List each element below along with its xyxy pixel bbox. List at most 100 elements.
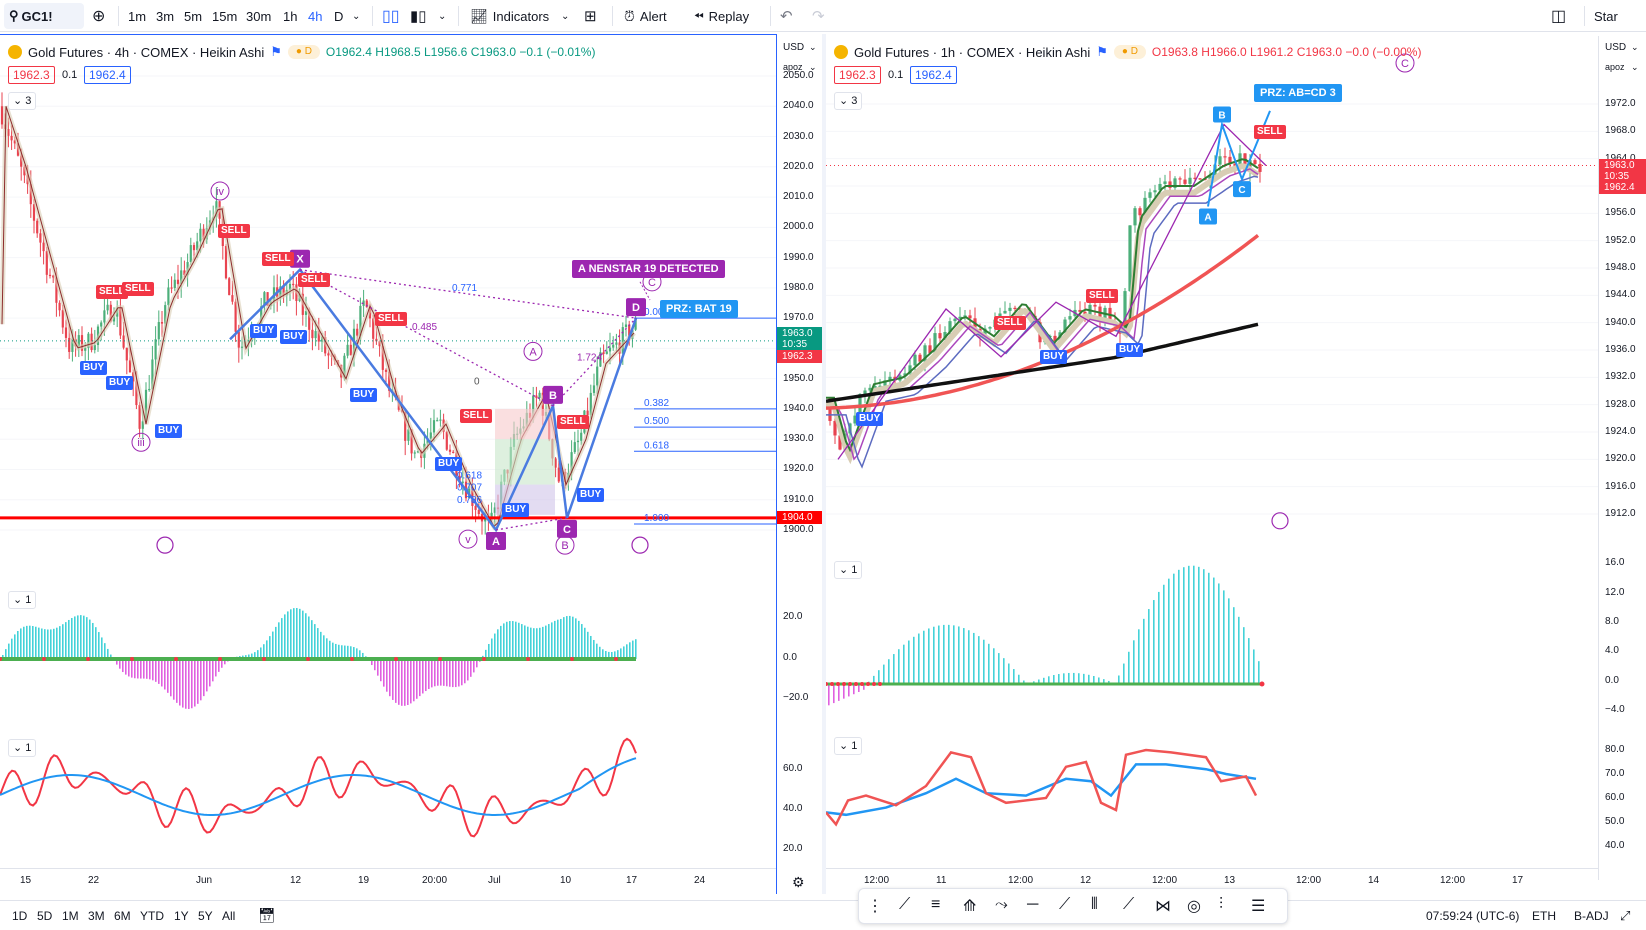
range-button-6m[interactable]: 6M bbox=[114, 901, 131, 930]
pattern-tool-icon[interactable]: ⋈ bbox=[1155, 896, 1171, 916]
range-button-ytd[interactable]: YTD bbox=[140, 901, 164, 930]
left-osc2-collapse[interactable]: ⌄ 1 bbox=[8, 739, 36, 757]
date-range-button[interactable]: 📅︎ bbox=[258, 901, 276, 930]
spiral-tool-icon[interactable]: ◎ bbox=[1187, 896, 1201, 916]
layout-button[interactable]: ◫ bbox=[1551, 0, 1566, 32]
range-button-all[interactable]: All bbox=[222, 901, 235, 930]
right-ask-price[interactable]: 1962.4 bbox=[910, 66, 957, 84]
histogram-bar bbox=[1198, 567, 1200, 684]
right-price-axis[interactable]: USD⌄apoz⌄1972.01968.01964.01960.01956.01… bbox=[1598, 36, 1646, 880]
zero-cross-dot bbox=[262, 657, 266, 661]
timeframe-3m[interactable]: 3m bbox=[156, 0, 174, 32]
adjustment-button[interactable]: B-ADJ bbox=[1574, 901, 1609, 930]
star-button[interactable]: Star bbox=[1594, 0, 1618, 32]
chart-type-button[interactable]: ▮▯ bbox=[410, 0, 427, 32]
left-oscillator-pane-2[interactable]: ⌄ 1 bbox=[0, 731, 776, 876]
fib-level-label: 1.000 bbox=[644, 513, 669, 524]
dots-tool-icon[interactable]: ⋮ bbox=[867, 896, 883, 916]
session-button[interactable]: ETH bbox=[1532, 901, 1556, 930]
trend-tool-icon[interactable]: ⟋ bbox=[899, 896, 910, 914]
drawing-toolbar: ⋮ ⟋ ≡ ⟰ ⤳ ─ ⟋ ⫴ ⟋ ⋈ ◎ ⫶ ☰ bbox=[858, 888, 1288, 924]
histogram-bar bbox=[943, 625, 945, 684]
histogram-bar bbox=[1203, 569, 1205, 684]
histogram-bar bbox=[173, 659, 175, 700]
channel-tool-icon[interactable]: ⫴ bbox=[1091, 896, 1098, 914]
histogram-bar bbox=[578, 621, 580, 659]
time-tick-label: 11 bbox=[936, 875, 946, 886]
currency-label[interactable]: USD bbox=[1605, 42, 1626, 53]
histogram-bar bbox=[983, 640, 985, 684]
histogram-bar bbox=[89, 620, 91, 659]
more-tool-icon[interactable]: ☰ bbox=[1251, 896, 1265, 916]
left-oscillator-pane-1[interactable]: ⌄ 1 bbox=[0, 585, 776, 730]
histogram-bar bbox=[134, 659, 136, 678]
zero-cross-dot bbox=[860, 682, 864, 686]
plus-circle-icon: ⊕ bbox=[92, 6, 105, 26]
templates-button[interactable]: ⊞ bbox=[584, 0, 597, 32]
bar-style-button[interactable]: ▯▯ bbox=[382, 0, 400, 32]
histogram-bar bbox=[626, 644, 628, 659]
chevron-down-icon[interactable]: ⌄ bbox=[809, 42, 817, 53]
range-button-1m[interactable]: 1M bbox=[62, 901, 79, 930]
timeframe-1m[interactable]: 1m bbox=[128, 0, 146, 32]
right-indicators-collapse[interactable]: ⌄ 3 bbox=[834, 92, 862, 110]
chevron-down-icon[interactable]: ⌄ bbox=[1631, 42, 1639, 53]
right-osc2-collapse[interactable]: ⌄ 1 bbox=[834, 737, 862, 755]
indicators-button[interactable]: 📈︎ Indicators bbox=[470, 0, 549, 32]
timeframe-dropdown[interactable]: ⌄ bbox=[352, 0, 360, 32]
range-button-1y[interactable]: 1Y bbox=[174, 901, 189, 930]
fib-tool-icon[interactable]: ⟋ bbox=[1123, 896, 1134, 914]
chevron-down-icon: ⌄ bbox=[13, 742, 22, 754]
timeframe-15m[interactable]: 15m bbox=[212, 0, 237, 32]
compare-symbol-button[interactable]: ⊕ bbox=[92, 0, 105, 32]
replay-button[interactable]: ⏪︎ Replay bbox=[694, 0, 749, 32]
chart-type-dropdown[interactable]: ⌄ bbox=[438, 0, 446, 32]
timeframe-4h[interactable]: 4h bbox=[308, 0, 322, 32]
undo-button[interactable]: ↶ bbox=[780, 0, 793, 32]
range-button-5y[interactable]: 5Y bbox=[198, 901, 213, 930]
time-tick-label: 12:00 bbox=[864, 875, 889, 886]
indicators-dropdown[interactable]: ⌄ bbox=[561, 0, 569, 32]
scale-mode-label[interactable]: apoz bbox=[1605, 62, 1625, 72]
right-oscillator-pane-2[interactable]: ⌄ 1 bbox=[826, 731, 1598, 868]
left-ask-price[interactable]: 1962.4 bbox=[84, 66, 131, 84]
histogram-bar bbox=[467, 659, 469, 680]
pattern-point-label: A bbox=[492, 536, 500, 548]
range-button-5d[interactable]: 5D bbox=[37, 901, 52, 930]
hline-tool-icon[interactable]: ─ bbox=[1027, 896, 1038, 914]
range-button-1d[interactable]: 1D bbox=[12, 901, 27, 930]
timeframe-1h[interactable]: 1h bbox=[283, 0, 297, 32]
candle-body bbox=[94, 345, 96, 350]
chevron-down-icon[interactable]: ⌄ bbox=[1631, 62, 1639, 73]
right-oscillator-pane-1[interactable]: ⌄ 1 bbox=[826, 555, 1598, 730]
timeframe-d[interactable]: D bbox=[334, 0, 343, 32]
currency-label[interactable]: USD bbox=[783, 42, 804, 53]
timeframe-30m[interactable]: 30m bbox=[246, 0, 271, 32]
gear-icon[interactable]: ⚙ bbox=[792, 874, 805, 891]
left-indicators-collapse[interactable]: ⌄ 3 bbox=[8, 92, 36, 110]
left-osc1-collapse[interactable]: ⌄ 1 bbox=[8, 591, 36, 609]
redo-button[interactable]: ↷ bbox=[812, 0, 825, 32]
right-osc1-collapse[interactable]: ⌄ 1 bbox=[834, 561, 862, 579]
symbol-search[interactable]: ⚲ GC1! bbox=[4, 3, 84, 29]
timeframe-5m[interactable]: 5m bbox=[184, 0, 202, 32]
candle-body bbox=[596, 367, 598, 386]
ray-tool-icon[interactable]: ⟋ bbox=[1059, 896, 1070, 914]
left-bid-price[interactable]: 1962.3 bbox=[8, 66, 55, 84]
right-bid-price[interactable]: 1962.3 bbox=[834, 66, 881, 84]
gann-tool-icon[interactable]: ⫶ bbox=[1219, 896, 1223, 914]
brush-tool-icon[interactable]: ⤳ bbox=[995, 896, 1008, 914]
osc-tick-label: 4.0 bbox=[1605, 645, 1619, 656]
clock-display[interactable]: 07:59:24 (UTC-6) bbox=[1426, 901, 1519, 930]
alert-button[interactable]: ⏰︎ Alert bbox=[624, 0, 667, 32]
range-button-3m[interactable]: 3M bbox=[88, 901, 105, 930]
lines-tool-icon[interactable]: ≡ bbox=[931, 896, 940, 914]
forward-icon bbox=[157, 537, 173, 553]
histogram-bar bbox=[398, 659, 400, 705]
fullscreen-button[interactable]: ⤢ bbox=[1620, 901, 1630, 930]
pitchfork-tool-icon[interactable]: ⟰ bbox=[963, 896, 976, 916]
